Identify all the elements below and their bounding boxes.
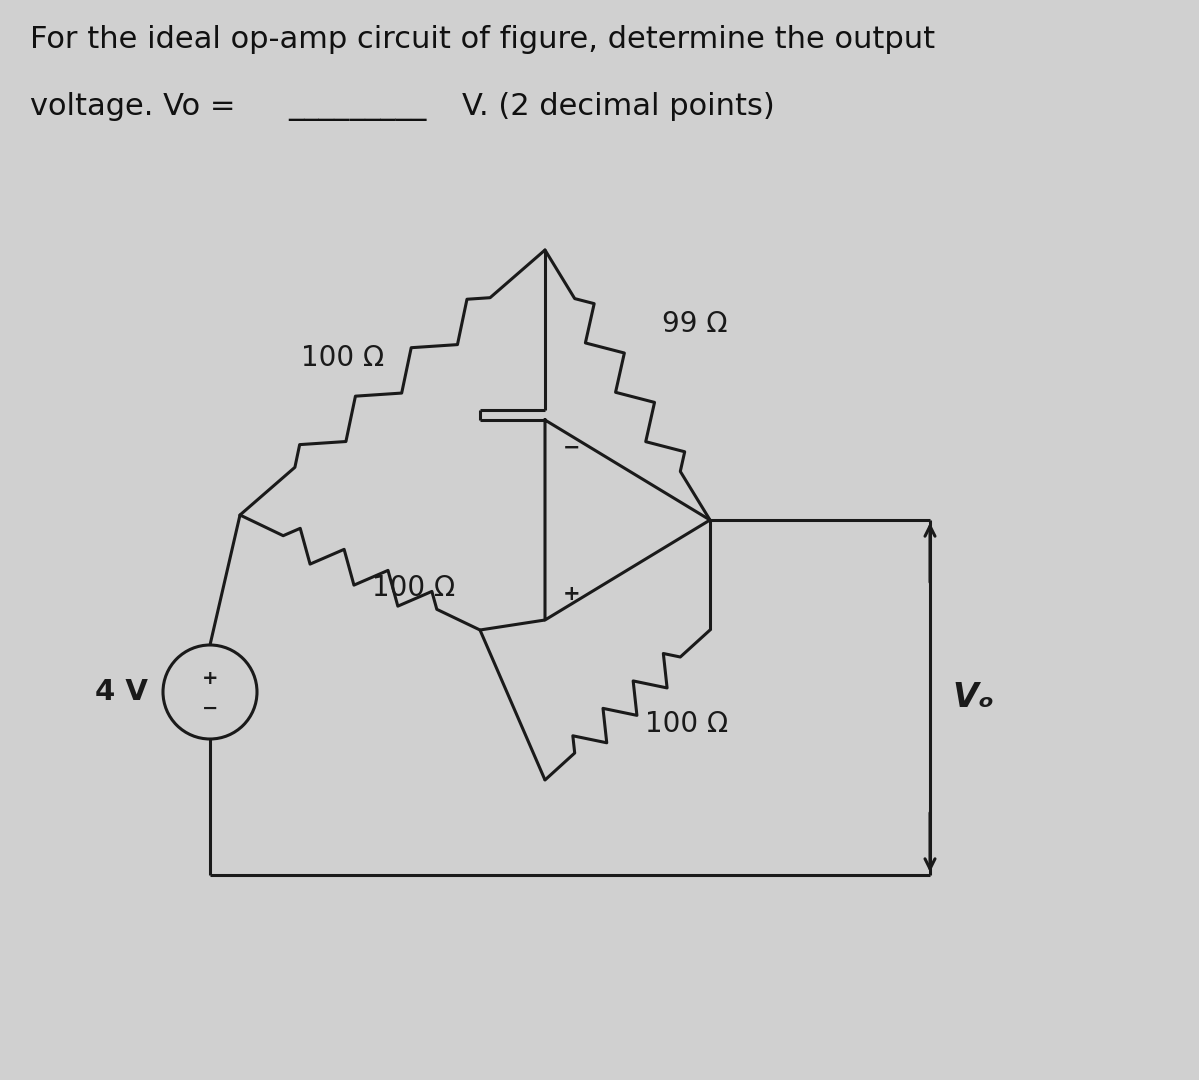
Text: −: − (201, 699, 218, 717)
Text: _________: _________ (288, 92, 427, 121)
Text: 4 V: 4 V (95, 678, 147, 706)
Text: −: − (564, 438, 580, 458)
Text: voltage. Vo =: voltage. Vo = (30, 92, 246, 121)
Text: 100 Ω: 100 Ω (645, 710, 729, 738)
Text: +: + (564, 584, 580, 604)
Text: For the ideal op-amp circuit of figure, determine the output: For the ideal op-amp circuit of figure, … (30, 25, 935, 54)
Text: 100 Ω: 100 Ω (301, 345, 384, 373)
Text: 100 Ω: 100 Ω (372, 575, 456, 603)
Text: +: + (201, 669, 218, 688)
Text: 99 Ω: 99 Ω (662, 310, 728, 338)
Text: V. (2 decimal points): V. (2 decimal points) (462, 92, 775, 121)
Text: Vₒ: Vₒ (952, 681, 994, 714)
